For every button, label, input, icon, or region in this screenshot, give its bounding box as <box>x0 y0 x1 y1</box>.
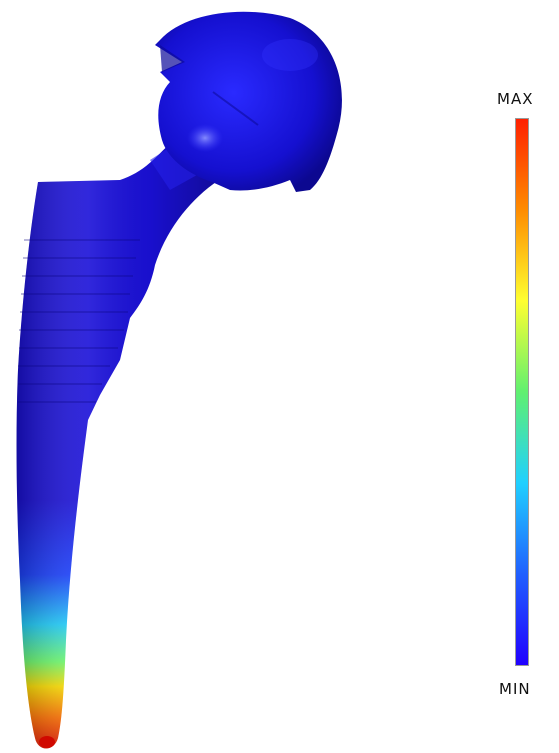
femoral-head <box>155 11 342 193</box>
head-facet <box>160 45 185 72</box>
head-seam <box>212 91 259 126</box>
implant-stem-shading <box>16 128 223 749</box>
scale-max-label: MAX <box>497 90 534 108</box>
color-scale-bar <box>515 118 529 666</box>
stem-ridges <box>18 239 140 403</box>
stem-tip <box>39 736 55 748</box>
head-highlight <box>187 124 223 152</box>
head-highlight-top <box>262 39 318 71</box>
scale-min-label: MIN <box>499 680 531 698</box>
